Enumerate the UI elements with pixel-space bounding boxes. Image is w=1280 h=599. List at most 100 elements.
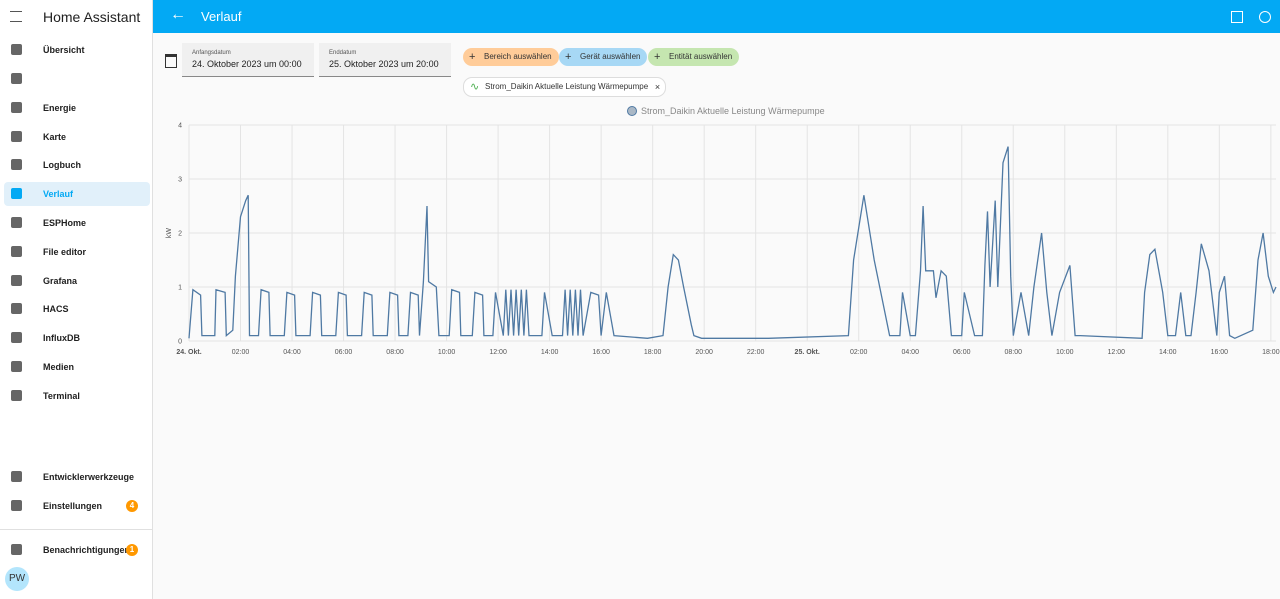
nav-icon <box>11 73 22 84</box>
nav-item[interactable]: Einstellungen 4 <box>4 494 150 518</box>
x-tick-label: 20:00 <box>695 349 713 356</box>
nav-item[interactable] <box>4 67 150 91</box>
nav-item[interactable]: Logbuch <box>4 153 150 177</box>
avatar[interactable]: PW <box>5 567 29 591</box>
x-tick-label: 16:00 <box>1211 349 1229 356</box>
nav-icon <box>11 361 22 372</box>
legend-marker <box>627 106 637 116</box>
nav-item[interactable]: File editor <box>4 240 150 264</box>
y-tick-label: 4 <box>178 123 182 130</box>
nav-label: Terminal <box>43 391 80 401</box>
y-axis-label: kW <box>166 228 173 239</box>
nav-label: Logbuch <box>43 160 81 170</box>
nav-item[interactable]: Verlauf <box>4 182 150 206</box>
x-tick-label: 18:00 <box>644 349 662 356</box>
chip[interactable]: + Gerät auswählen <box>559 48 648 66</box>
calendar-icon[interactable] <box>165 54 177 68</box>
x-tick-label: 10:00 <box>1056 349 1074 356</box>
page-title: Verlauf <box>201 9 242 24</box>
top-bar: ← Verlauf <box>153 0 1280 33</box>
badge: 4 <box>126 500 138 512</box>
nav-label: Energie <box>43 103 77 113</box>
nav-icon <box>11 303 22 314</box>
nav-icon <box>11 102 22 113</box>
nav-label: Übersicht <box>43 45 85 55</box>
nav-item[interactable]: HACS <box>4 297 150 321</box>
back-button[interactable]: ← <box>170 6 186 23</box>
nav-item[interactable]: InfluxDB <box>4 326 150 350</box>
nav-icon <box>11 471 22 482</box>
nav-label: File editor <box>43 247 87 257</box>
nav-icon <box>11 131 22 142</box>
nav-item[interactable]: Energie <box>4 96 150 120</box>
chart: Strom_Daikin Aktuelle Leistung Wärmepump… <box>166 106 1280 356</box>
x-tick-label: 12:00 <box>1108 349 1126 356</box>
field-value: 24. Oktober 2023 um 00:00 <box>192 59 302 69</box>
nav-item[interactable]: Terminal <box>4 384 150 408</box>
app-title: Home Assistant <box>43 9 141 25</box>
nav-item[interactable]: Karte <box>4 125 150 149</box>
x-tick-label: 18:00 <box>1262 349 1280 356</box>
nav-icon <box>11 500 22 511</box>
start-date[interactable]: Anfangsdatum 24. Oktober 2023 um 00:00 <box>182 43 314 77</box>
chip-label: Gerät auswählen <box>580 52 641 61</box>
x-tick-label: 04:00 <box>901 349 919 356</box>
chip-label: Bereich auswählen <box>484 52 552 61</box>
nav-item[interactable]: Grafana <box>4 269 150 293</box>
sidebar: Home Assistant Übersicht Energie Karte Logb… <box>0 0 153 599</box>
nav-item[interactable]: ESPHome <box>4 211 150 235</box>
nav-label: Entwicklerwerkzeuge <box>43 472 135 482</box>
x-tick-label: 14:00 <box>1159 349 1177 356</box>
nav-label: Grafana <box>43 276 78 286</box>
x-tick-label: 12:00 <box>489 349 507 356</box>
nav-label: Verlauf <box>43 189 74 199</box>
chip[interactable]: + Entität auswählen <box>648 48 740 66</box>
x-tick-label: 02:00 <box>232 349 250 356</box>
refresh[interactable] <box>1259 11 1271 23</box>
data-line <box>188 146 1277 340</box>
nav-label: Medien <box>43 362 75 372</box>
y-tick-label: 3 <box>178 177 182 184</box>
nav-label: ESPHome <box>43 218 87 228</box>
chip-label: Strom_Daikin Aktuelle Leistung Wärmepump… <box>485 82 649 91</box>
nav-item[interactable]: Übersicht <box>4 38 150 62</box>
y-tick-label: 1 <box>178 285 182 292</box>
x-tick-label: 08:00 <box>1004 349 1022 356</box>
end-date[interactable]: Enddatum 25. Oktober 2023 um 20:00 <box>319 43 451 77</box>
x-tick-label: 22:00 <box>747 349 765 356</box>
nav-icon <box>11 159 22 170</box>
nav-icon <box>11 275 22 286</box>
field-label: Enddatum <box>329 50 357 56</box>
badge: 1 <box>126 544 138 556</box>
nav-item[interactable]: Entwicklerwerkzeuge <box>4 465 150 489</box>
nav-label: Benachrichtigungen <box>43 545 131 555</box>
x-tick-label: 02:00 <box>850 349 868 356</box>
x-tick-label: 25. Okt. <box>795 349 820 356</box>
nav-icon <box>11 332 22 343</box>
x-tick-label: 08:00 <box>386 349 404 356</box>
nav-icon <box>11 44 22 55</box>
chip[interactable]: + Bereich auswählen <box>463 48 559 66</box>
nav-label: InfluxDB <box>43 333 80 343</box>
notifications[interactable]: Benachrichtigungen 1 <box>4 538 150 562</box>
field-value: 25. Oktober 2023 um 20:00 <box>329 59 439 69</box>
nav-icon <box>11 188 22 199</box>
x-tick-label: 24. Okt. <box>176 349 201 356</box>
field-label: Anfangsdatum <box>192 50 231 56</box>
y-tick-label: 0 <box>178 339 182 346</box>
entity-chip[interactable]: ∿ Strom_Daikin Aktuelle Leistung Wärmepum… <box>463 77 667 97</box>
y-tick-label: 2 <box>178 231 182 238</box>
nav-label: Karte <box>43 132 67 142</box>
chip-label: Entität auswählen <box>669 52 733 61</box>
clear-filter[interactable] <box>1231 11 1243 23</box>
x-tick-label: 14:00 <box>541 349 559 356</box>
x-tick-label: 04:00 <box>283 349 301 356</box>
x-tick-label: 06:00 <box>953 349 971 356</box>
nav-label: Einstellungen <box>43 501 103 511</box>
x-tick-label: 16:00 <box>592 349 610 356</box>
legend-label: Strom_Daikin Aktuelle Leistung Wärmepump… <box>641 106 825 116</box>
x-tick-label: 06:00 <box>335 349 353 356</box>
menu-icon[interactable] <box>10 11 22 22</box>
nav-item[interactable]: Medien <box>4 355 150 379</box>
